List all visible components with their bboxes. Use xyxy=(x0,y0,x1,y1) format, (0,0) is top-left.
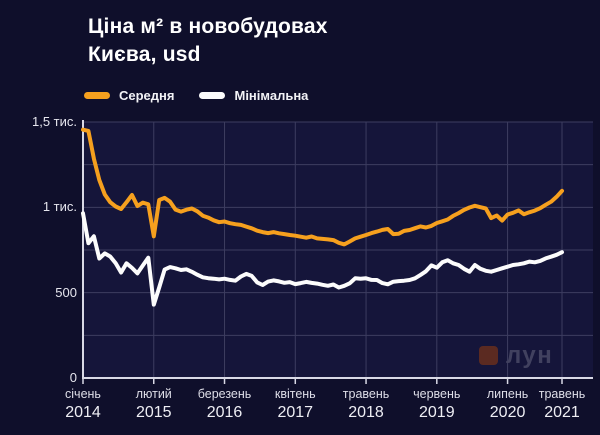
x-tick-label-2015: лютий 2015 xyxy=(106,388,202,421)
x-tick-year: 2017 xyxy=(277,403,314,421)
minimum-line-swatch xyxy=(199,92,226,99)
x-tick-month: травень xyxy=(342,387,390,401)
x-tick-year: 2020 xyxy=(489,403,526,421)
legend: Середня Мінімальна xyxy=(84,88,308,103)
x-tick-label-2021: травень 2021 xyxy=(514,388,600,421)
y-tick-label-500: 500 xyxy=(55,284,77,300)
x-tick-month: травень xyxy=(538,387,586,401)
x-tick-label-2016: березень 2016 xyxy=(177,388,273,421)
x-tick-month: січень xyxy=(65,387,101,401)
x-tick-year: 2018 xyxy=(348,403,384,421)
x-tick-month: липень xyxy=(486,387,529,401)
page-title: Ціна м² в новобудовах Києва, usd xyxy=(88,13,328,69)
average-line-swatch xyxy=(84,92,110,99)
x-tick-year: 2014 xyxy=(65,403,101,421)
x-tick-year: 2016 xyxy=(206,403,243,421)
x-tick-month: лютий xyxy=(135,387,172,401)
y-tick-label-0: 0 xyxy=(69,370,77,385)
y-tick-label-1000: 1 тис. xyxy=(42,199,77,215)
x-tick-label-2019: червень 2019 xyxy=(389,388,485,421)
legend-label-minimum: Мінімальна xyxy=(234,88,309,103)
y-tick-label-1500: 1,5 тис. xyxy=(31,114,77,129)
series-line-Середня xyxy=(81,127,564,247)
title-line-1: Ціна м² в новобудовах xyxy=(88,15,328,38)
lun-watermark: лун xyxy=(479,342,554,369)
x-tick-label-2017: квітень 2017 xyxy=(247,388,343,421)
series-line-Мінімальна xyxy=(81,211,564,307)
title-line-2: Києва, usd xyxy=(88,43,201,66)
legend-label-average: Середня xyxy=(119,88,175,103)
x-tick-month: березень xyxy=(197,387,252,401)
x-tick-label-2014: січень 2014 xyxy=(35,388,131,421)
x-tick-year: 2015 xyxy=(135,403,172,421)
lun-logo-icon xyxy=(479,346,498,365)
x-tick-year: 2021 xyxy=(544,403,580,421)
x-tick-label-2018: травень 2018 xyxy=(318,388,414,421)
x-tick-label-2020: липень 2020 xyxy=(460,388,556,421)
x-tick-month: квітень xyxy=(274,387,316,401)
legend-item-minimum: Мінімальна xyxy=(199,88,308,103)
lun-logo-text: лун xyxy=(506,342,554,369)
x-tick-year: 2019 xyxy=(419,403,455,421)
legend-item-average: Середня xyxy=(84,88,174,103)
x-tick-month: червень xyxy=(413,387,461,401)
